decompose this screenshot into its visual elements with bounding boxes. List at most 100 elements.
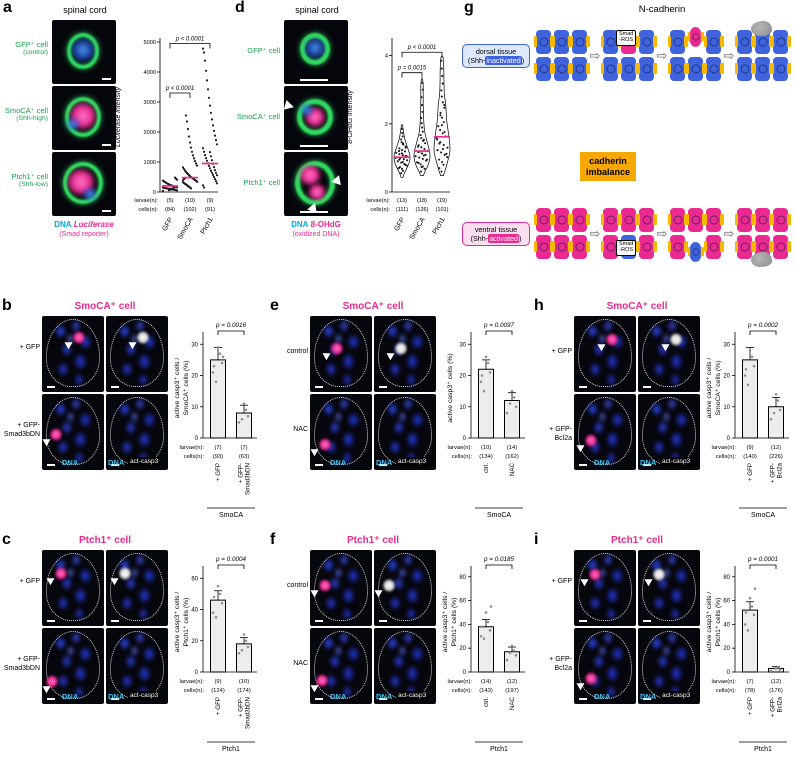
row-label: + GFP bbox=[551, 578, 572, 585]
svg-text:Ptch1: Ptch1 bbox=[222, 746, 240, 753]
tissue-cell bbox=[636, 235, 657, 259]
target-cell-blob bbox=[331, 341, 344, 355]
cell-membrane-ring bbox=[300, 33, 330, 65]
svg-text:cells(n):: cells(n): bbox=[716, 454, 737, 460]
luciferase-scatter-chart: 0 1000 2000 3000 4000 5000 Luciferase intensit… bbox=[108, 12, 226, 257]
svg-text:(9): (9) bbox=[214, 679, 221, 685]
tissue-cell bbox=[533, 30, 554, 54]
bar-chart-c: 0 20 40 60 active casp3⁺ cells / Ptch1⁺ cells… bbox=[174, 556, 257, 753]
fluorescence-image bbox=[374, 316, 436, 392]
row-label: control bbox=[286, 582, 308, 589]
nucleus bbox=[575, 37, 584, 47]
dna-blob bbox=[300, 104, 314, 116]
dna-channel-label: DNA bbox=[62, 692, 79, 701]
scale-bar bbox=[111, 464, 119, 466]
svg-text:p = 0.0004: p = 0.0004 bbox=[215, 556, 246, 563]
svg-text:40: 40 bbox=[191, 608, 198, 614]
tissue-cell bbox=[734, 208, 755, 232]
svg-text:+ GFP-: + GFP- bbox=[238, 463, 245, 483]
nucleus bbox=[539, 37, 548, 47]
nucleus bbox=[709, 242, 718, 252]
svg-text:(140): (140) bbox=[743, 454, 757, 460]
svg-text:60: 60 bbox=[191, 576, 198, 582]
neural-tube-outline bbox=[578, 319, 632, 387]
panel-title: SmoCA⁺ cell bbox=[606, 301, 668, 312]
svg-text:cells(n):: cells(n): bbox=[184, 688, 205, 694]
nucleus bbox=[758, 64, 767, 74]
svg-text:(7): (7) bbox=[214, 445, 221, 451]
dna-channel-label: DNA bbox=[62, 458, 79, 467]
svg-text:active casp3⁺ cells /: active casp3⁺ cells / bbox=[174, 358, 181, 419]
tissue-cell bbox=[752, 57, 773, 81]
nucleus bbox=[776, 64, 785, 74]
row-label: control bbox=[286, 348, 308, 355]
dna-channel-label: DNA bbox=[376, 458, 393, 467]
act-casp3-label: act-casp3 bbox=[396, 457, 429, 466]
panel-letter: c bbox=[2, 531, 11, 548]
apoptotic-cell bbox=[751, 21, 772, 36]
image-grid bbox=[574, 316, 700, 470]
target-cell-blob bbox=[585, 433, 598, 447]
svg-text:5000: 5000 bbox=[144, 40, 156, 46]
cell-membrane-ring bbox=[65, 97, 101, 137]
scale-bar bbox=[315, 464, 323, 466]
svg-text:30: 30 bbox=[459, 342, 466, 348]
apoptotic-cell bbox=[751, 252, 772, 267]
svg-text:(93): (93) bbox=[213, 454, 223, 460]
panel-g: g N-cadherin dorsal tissue (Shh-inactiva… bbox=[462, 0, 798, 298]
row-label-gfp: GFP⁺ cell bbox=[247, 46, 280, 55]
svg-text:larvae(n):: larvae(n): bbox=[712, 679, 737, 685]
svg-text:(101): (101) bbox=[435, 207, 448, 213]
tissue-cell bbox=[569, 57, 590, 81]
svg-text:+ GFP: + GFP bbox=[215, 697, 222, 715]
fluorescence-image bbox=[374, 550, 436, 626]
bar-chart-b: 0 10 20 30 active casp3⁺ cells / SmoCA⁺ cells… bbox=[174, 322, 257, 519]
nucleus bbox=[758, 37, 767, 47]
row-label: + GFP-Bcl2a bbox=[549, 426, 572, 442]
svg-text:p = 0.0015: p = 0.0015 bbox=[397, 66, 427, 72]
svg-text:(5): (5) bbox=[167, 198, 174, 204]
nucleus bbox=[709, 37, 718, 47]
svg-text:(12): (12) bbox=[771, 679, 781, 685]
svg-text:(226): (226) bbox=[769, 454, 783, 460]
tissue-cell bbox=[569, 30, 590, 54]
svg-text:(102): (102) bbox=[183, 207, 196, 213]
fluorescence-image bbox=[284, 152, 348, 216]
svg-text:(9): (9) bbox=[207, 198, 214, 204]
svg-text:Ptch1⁺ cells (%): Ptch1⁺ cells (%) bbox=[715, 598, 722, 647]
row-label: + GFP-Bcl2a bbox=[549, 656, 572, 672]
svg-text:20: 20 bbox=[191, 639, 198, 645]
casp3-signal-blob bbox=[670, 332, 683, 346]
svg-text:(14): (14) bbox=[481, 679, 491, 685]
nucleus bbox=[740, 37, 749, 47]
dna-channel-label: DNA bbox=[594, 692, 611, 701]
fluorescence-image bbox=[106, 316, 168, 392]
svg-text:SmoCA: SmoCA bbox=[219, 512, 243, 519]
scale-bar bbox=[643, 698, 651, 700]
fluorescence-image bbox=[638, 550, 700, 626]
scale-bar bbox=[111, 620, 119, 622]
svg-text:30: 30 bbox=[723, 342, 730, 348]
fluorescence-image bbox=[42, 316, 104, 392]
svg-text:(111): (111) bbox=[396, 207, 408, 213]
svg-text:+ GFP-: + GFP- bbox=[770, 697, 777, 717]
tissue-cell bbox=[734, 30, 755, 54]
scale-bar bbox=[643, 620, 651, 622]
tissue-cell bbox=[685, 208, 706, 232]
panel-d: d spinal cord GFP⁺ cell SmoCA⁺ cell Ptch… bbox=[232, 0, 462, 296]
tissue-cell bbox=[667, 30, 688, 54]
neural-tube-outline bbox=[314, 319, 368, 387]
scale-bar bbox=[102, 78, 111, 80]
svg-text:cells(n):: cells(n): bbox=[184, 454, 205, 460]
svg-text:+ GFP: + GFP bbox=[747, 697, 754, 715]
svg-text:p = 0.0001: p = 0.0001 bbox=[747, 556, 778, 563]
tissue-cell bbox=[703, 30, 724, 54]
nucleus bbox=[776, 37, 785, 47]
ventral-tissue-strip: ⇨ Smad -ROS ⇨ ⇨ bbox=[533, 206, 791, 267]
row-label: + GFP bbox=[19, 344, 40, 351]
tissue-cell bbox=[667, 235, 688, 259]
cell-membrane-ring bbox=[295, 161, 335, 205]
dna-blob bbox=[66, 118, 80, 130]
target-cell-blob bbox=[73, 331, 86, 345]
tissue-cell bbox=[703, 57, 724, 81]
